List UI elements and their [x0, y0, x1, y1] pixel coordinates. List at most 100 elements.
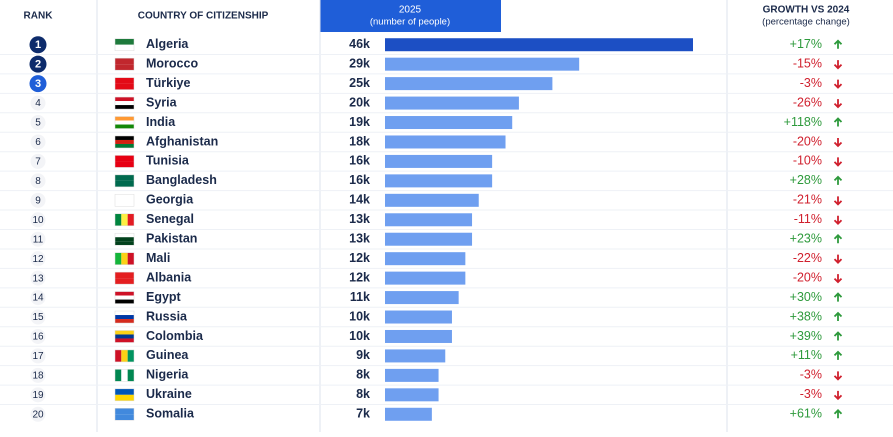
- country: Russia: [146, 309, 188, 323]
- growth-arrow: [833, 117, 843, 127]
- bar: [385, 154, 493, 168]
- growth-arrow: [833, 331, 843, 341]
- flag-border: [114, 116, 135, 129]
- flag: [115, 369, 122, 382]
- country: India: [146, 115, 176, 129]
- country: Tunisia: [146, 154, 190, 168]
- rank: 7: [35, 157, 41, 168]
- rank-badge: [30, 231, 46, 247]
- flag-border: [114, 96, 135, 110]
- rank: 12: [32, 254, 44, 265]
- growth-label: +17%: [790, 37, 822, 51]
- country: Georgia: [146, 193, 194, 207]
- rank: 11: [33, 234, 44, 245]
- flag: [115, 213, 122, 226]
- growth-label: -10%: [793, 154, 822, 168]
- growth-arrow: [833, 274, 843, 284]
- flag: [115, 120, 134, 125]
- flag: [115, 135, 134, 140]
- rank: 15: [32, 312, 44, 323]
- flag: [115, 64, 134, 71]
- rank-badge: [30, 251, 46, 267]
- flag: [115, 97, 134, 102]
- flag-border: [114, 388, 135, 402]
- growth-label: -21%: [793, 193, 822, 207]
- flag: [115, 315, 134, 320]
- growth-label: -3%: [800, 368, 822, 382]
- flag: [115, 83, 134, 90]
- value-label: 16k: [349, 154, 370, 168]
- value-label: 12k: [349, 270, 370, 284]
- flag-border: [114, 252, 135, 265]
- flag-border: [114, 291, 135, 304]
- flag-border: [114, 194, 135, 207]
- flag: [115, 155, 134, 162]
- rank: 8: [35, 176, 41, 187]
- flag: [115, 299, 134, 304]
- flag: [115, 194, 134, 201]
- flag: [121, 369, 128, 382]
- flag-border: [114, 57, 135, 71]
- value-label: 19k: [349, 115, 370, 129]
- rank: 17: [32, 351, 44, 362]
- growth-arrow: [833, 292, 843, 302]
- country: Türkiye: [146, 76, 191, 90]
- growth-arrow: [833, 233, 843, 244]
- rank-badge: [30, 406, 46, 422]
- bar: [385, 271, 466, 285]
- growth-label: -20%: [793, 270, 822, 284]
- growth-subheader: (percentage change): [762, 17, 850, 28]
- growth-arrow: [833, 311, 843, 322]
- growth-label: +39%: [790, 329, 822, 343]
- flag-border: [114, 310, 135, 324]
- growth-label: -3%: [800, 76, 822, 90]
- value-header: 2025: [399, 5, 422, 16]
- flag: [115, 334, 134, 339]
- value-label: 16k: [349, 173, 370, 187]
- country: Colombia: [146, 329, 204, 343]
- country: Ukraine: [146, 387, 192, 401]
- country: Algeria: [146, 37, 189, 51]
- rank: 13: [32, 273, 44, 284]
- value-label: 8k: [356, 368, 370, 382]
- rank-badge: [30, 173, 46, 189]
- flag: [115, 338, 134, 343]
- country: Guinea: [146, 348, 189, 362]
- flag-border: [114, 213, 135, 227]
- flag: [115, 394, 134, 401]
- value-label: 46k: [349, 37, 370, 51]
- flag: [115, 38, 134, 45]
- bar: [385, 38, 693, 52]
- growth-arrow: [833, 390, 843, 401]
- flag: [115, 101, 134, 106]
- flag: [115, 161, 134, 168]
- flag: [115, 241, 134, 246]
- flag: [115, 295, 134, 300]
- flag-border: [114, 349, 135, 363]
- rank-badge: [30, 153, 46, 169]
- flag: [121, 252, 128, 265]
- growth-arrow: [833, 99, 843, 109]
- growth-label: +38%: [790, 309, 822, 323]
- flag: [127, 213, 134, 226]
- country: Albania: [146, 270, 192, 284]
- flag: [115, 174, 134, 181]
- bar: [385, 310, 452, 324]
- value-label: 13k: [349, 212, 370, 226]
- rank-header: RANK: [24, 11, 54, 22]
- bar: [385, 368, 439, 382]
- flag-border: [114, 330, 135, 343]
- rank: 9: [35, 195, 41, 206]
- value-label: 13k: [349, 232, 370, 246]
- bar: [385, 135, 506, 149]
- rank-badge: [30, 290, 46, 306]
- growth-label: -20%: [793, 134, 822, 148]
- country: Pakistan: [146, 232, 197, 246]
- flag-border: [114, 271, 135, 285]
- rank-badge: [30, 309, 46, 325]
- country-header: COUNTRY OF CITIZENSHIP: [138, 11, 269, 22]
- flag: [115, 233, 134, 238]
- flag: [115, 408, 134, 415]
- flag: [115, 237, 134, 242]
- bar: [385, 388, 439, 402]
